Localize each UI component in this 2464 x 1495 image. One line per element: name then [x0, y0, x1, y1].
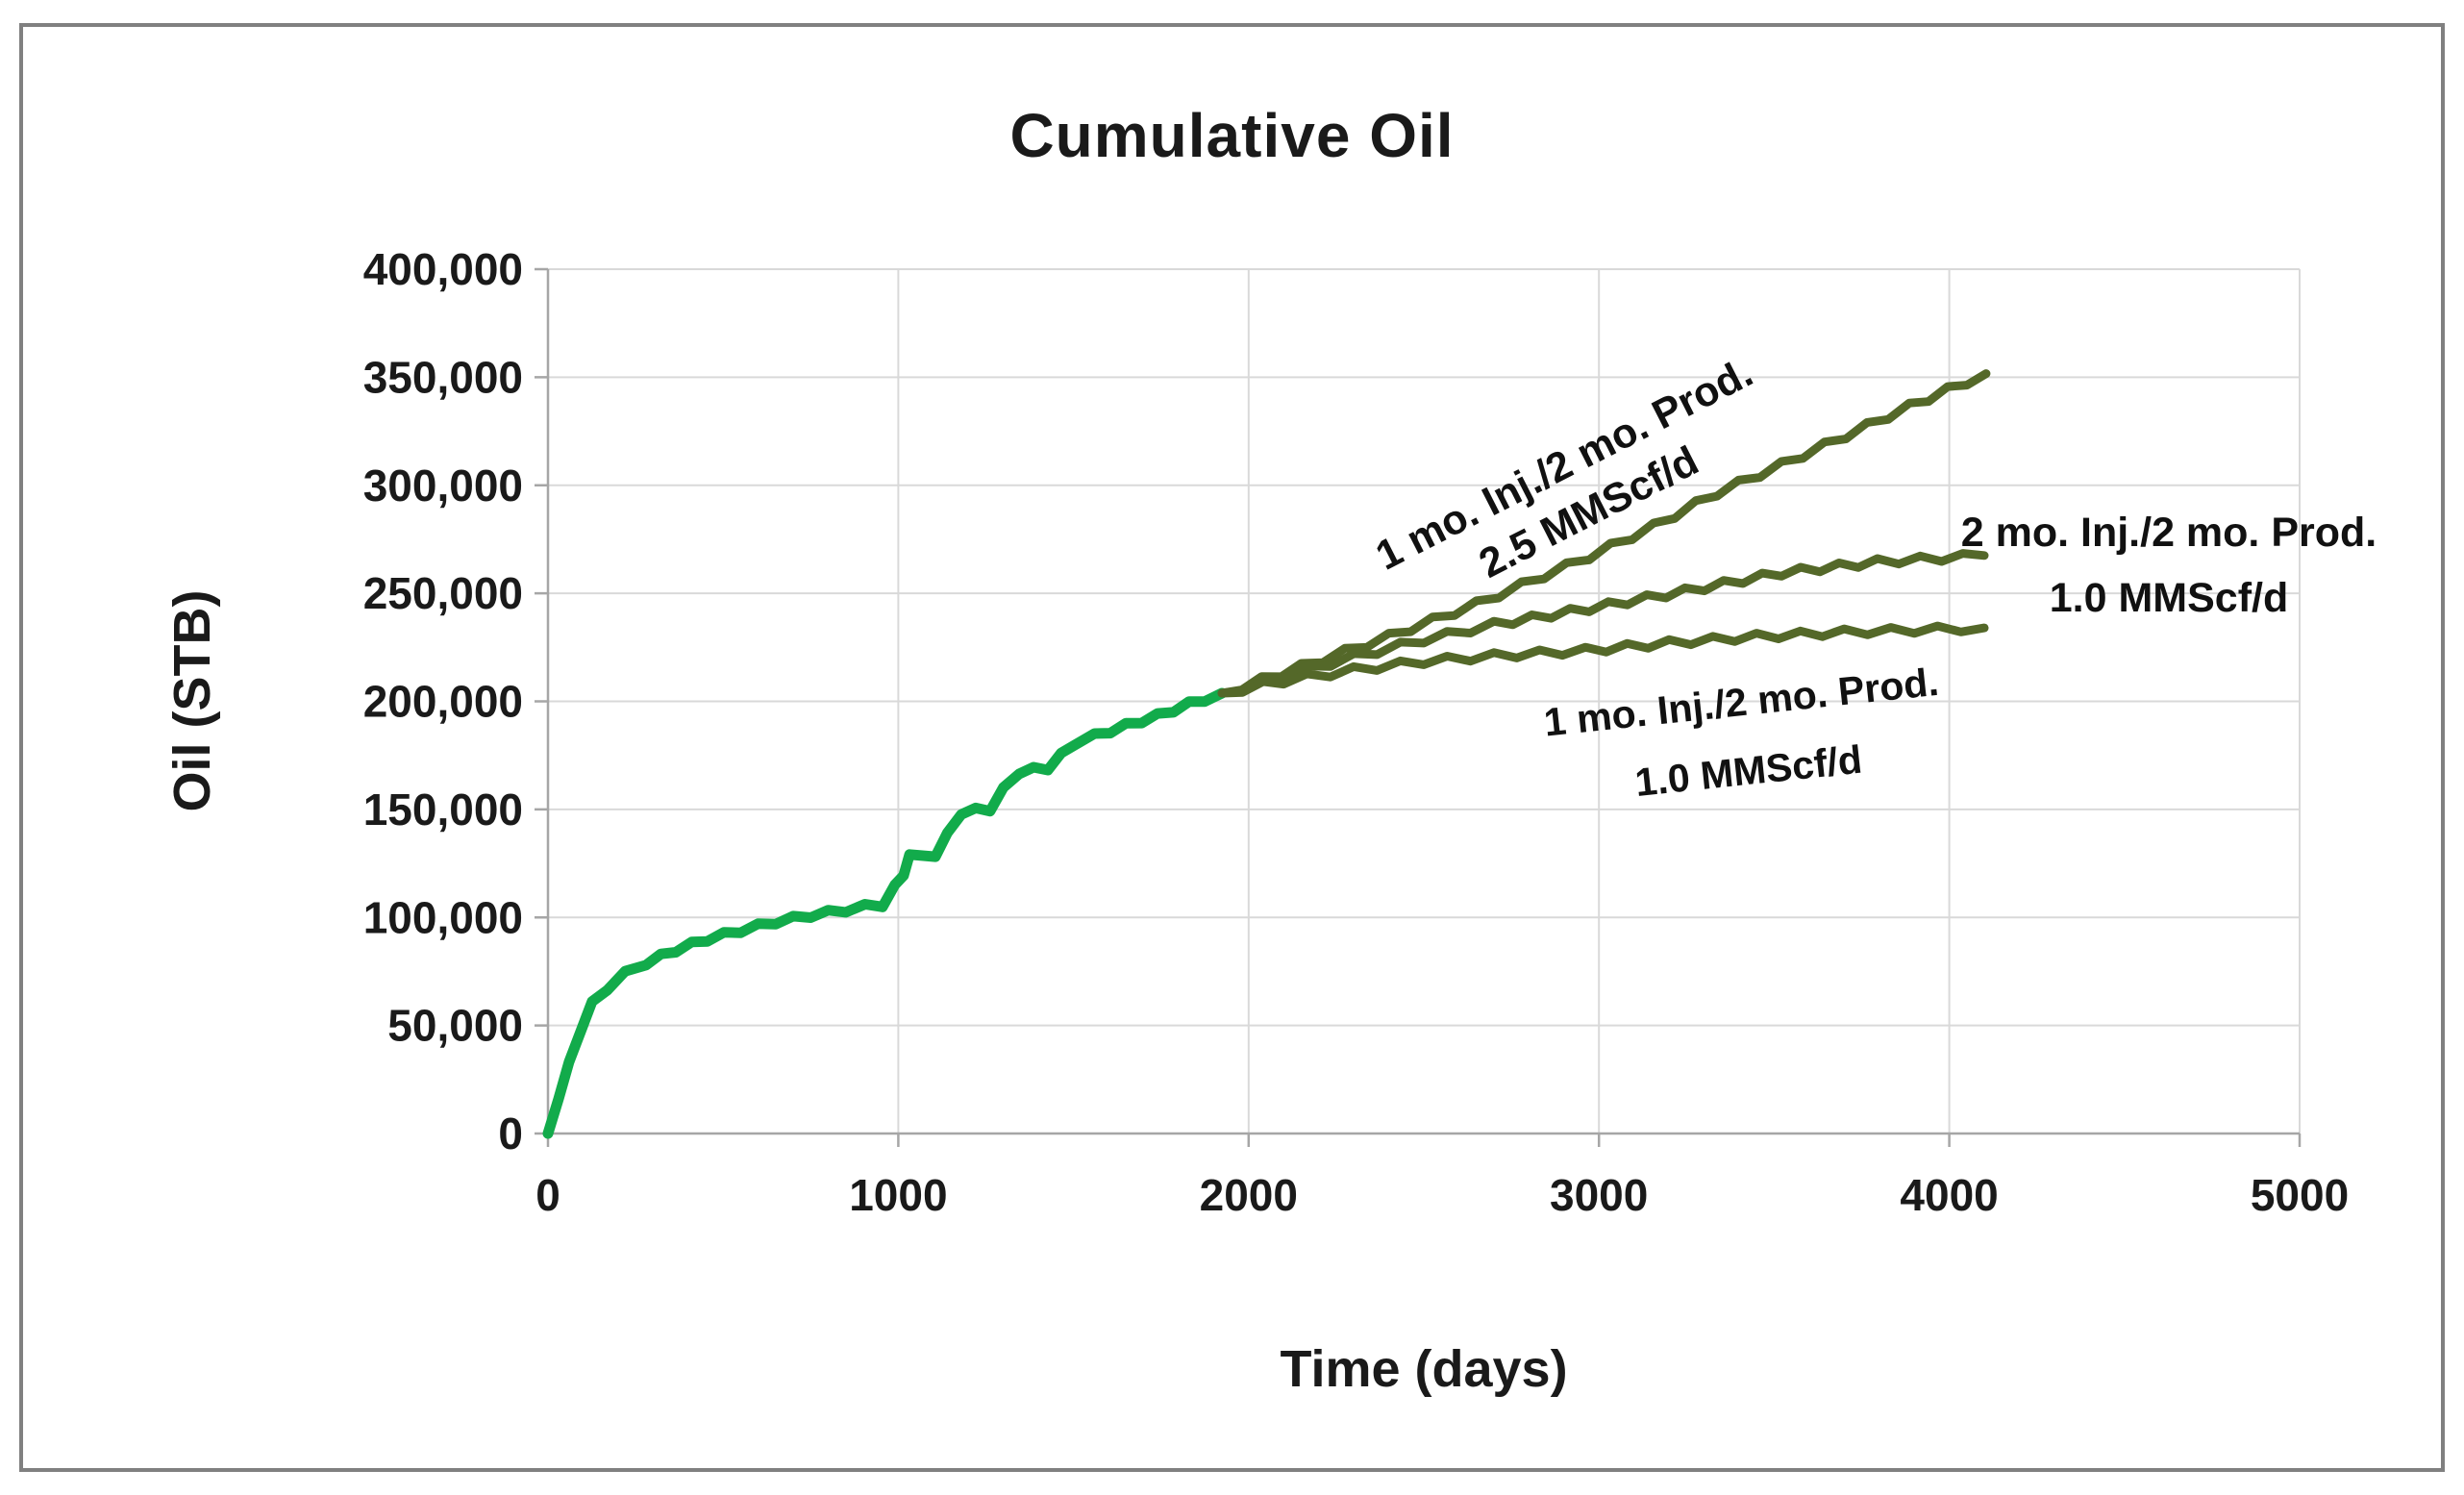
x-tick-label: 1000 — [849, 1170, 947, 1220]
y-tick-label: 100,000 — [363, 892, 523, 942]
y-tick-label: 350,000 — [363, 352, 523, 402]
annotation-line: 2 mo. Inj./2 mo. Prod. — [1960, 510, 2377, 556]
series-line-2 — [1217, 549, 1989, 698]
annotation-forecast-2mo-1p0: 2 mo. Inj./2 mo. Prod. 1.0 MMScf/d — [1871, 500, 2464, 631]
x-tick-label: 0 — [535, 1170, 560, 1220]
annotation-line: 1.0 MMScf/d — [2049, 575, 2289, 621]
y-tick-label: 150,000 — [363, 785, 523, 835]
series-line-3 — [1217, 621, 1989, 698]
x-tick-label: 4000 — [1900, 1170, 1998, 1220]
chart-title: Cumulative Oil — [1009, 101, 1455, 170]
series-line-1 — [1217, 369, 1991, 698]
y-tick-label: 200,000 — [363, 677, 523, 727]
x-tick-label: 3000 — [1550, 1170, 1648, 1220]
y-tick-label: 50,000 — [387, 1001, 523, 1051]
y-tick-label: 300,000 — [363, 461, 523, 511]
y-tick-label: 0 — [498, 1109, 523, 1159]
x-axis-title: Time (days) — [1280, 1340, 1568, 1398]
y-tick-label: 250,000 — [363, 568, 523, 618]
figure-border — [19, 23, 2445, 1472]
y-axis-title: Oil (STB) — [163, 589, 221, 812]
x-tick-label: 2000 — [1200, 1170, 1298, 1220]
x-tick-label: 5000 — [2251, 1170, 2349, 1220]
series-line-0 — [542, 687, 1228, 1139]
y-tick-label: 400,000 — [363, 244, 523, 294]
